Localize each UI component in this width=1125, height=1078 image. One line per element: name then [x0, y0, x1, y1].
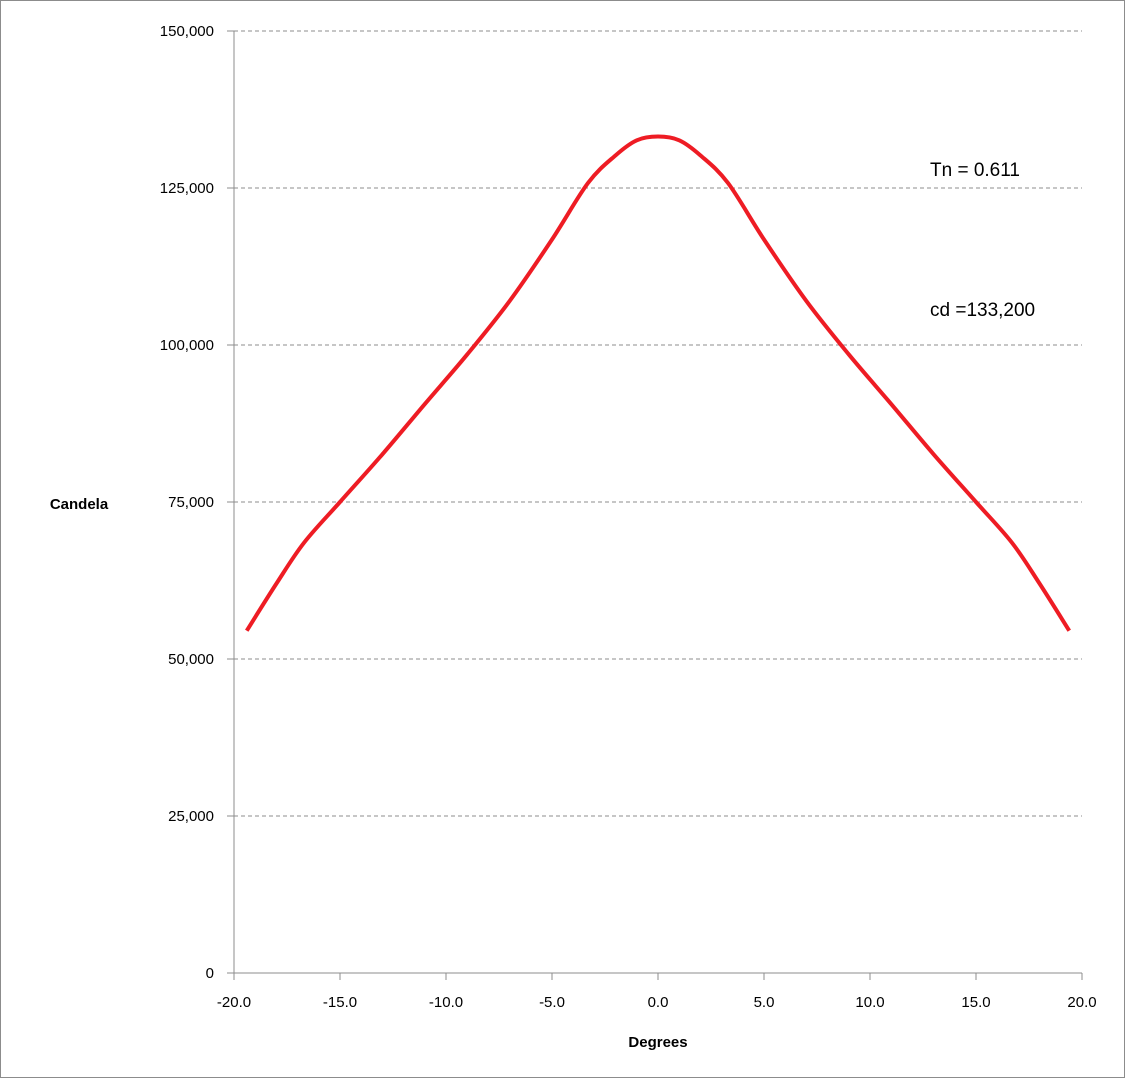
y-axis-title: Candela — [50, 496, 109, 513]
x-tick-label: 5.0 — [754, 994, 775, 1011]
x-tick-label: -10.0 — [429, 994, 463, 1011]
y-tick-label: 150,000 — [160, 23, 214, 40]
y-tick-label: 125,000 — [160, 180, 214, 197]
y-tick-label: 0 — [206, 965, 214, 982]
x-tick-label: 15.0 — [961, 994, 990, 1011]
x-tick-label: 0.0 — [648, 994, 669, 1011]
data-series — [245, 134, 1071, 632]
y-tick-label: 75,000 — [168, 494, 214, 511]
peak-candela-annotation: cd =133,200 — [930, 300, 1035, 321]
x-tick-label: 20.0 — [1067, 994, 1096, 1011]
y-tick-label: 50,000 — [168, 651, 214, 668]
y-tick-label: 25,000 — [168, 808, 214, 825]
x-axis-title: Degrees — [628, 1034, 687, 1051]
x-tick-label: 10.0 — [855, 994, 884, 1011]
tick-labels: 0 25,000 50,000 75,000 100,000 125,000 150,000… — [160, 23, 1097, 1011]
x-tick-label: -5.0 — [539, 994, 565, 1011]
axes — [227, 30, 1083, 980]
candela-series-line — [245, 134, 1071, 632]
x-tick-label: -15.0 — [323, 994, 357, 1011]
gridlines — [234, 30, 1082, 817]
x-tick-label: -20.0 — [217, 994, 251, 1011]
y-tick-label: 100,000 — [160, 337, 214, 354]
transmission-annotation: Tn = 0.611 — [930, 160, 1020, 181]
